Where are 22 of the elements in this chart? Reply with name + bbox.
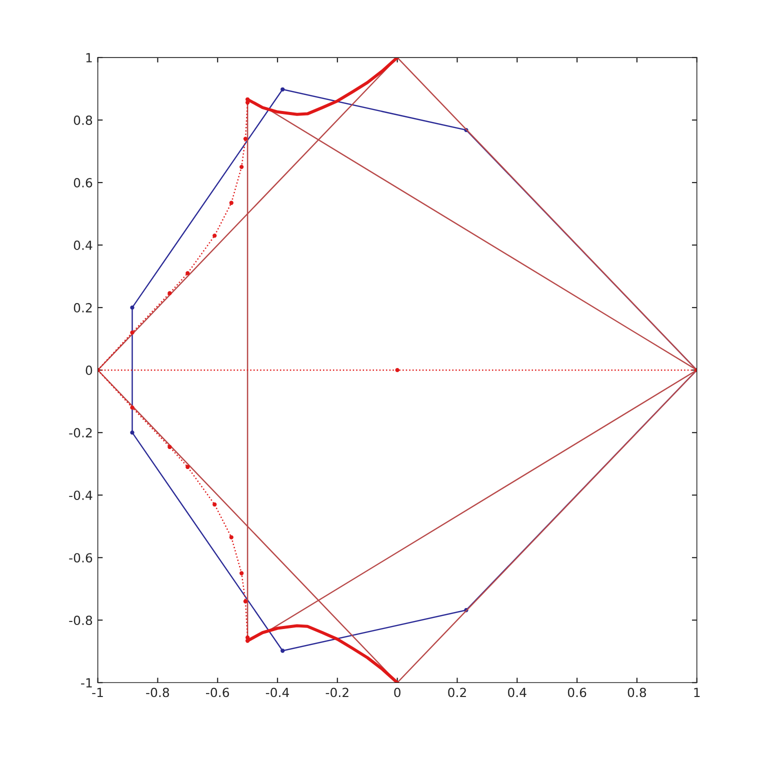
y-tick-label: -0.4 xyxy=(69,490,92,500)
x-tick-label: 1 xyxy=(694,688,700,697)
x-tick-label: 0.6 xyxy=(568,688,586,698)
y-tick-label: 0.8 xyxy=(74,116,92,125)
x-tick-label: -0.6 xyxy=(206,688,230,698)
y-tick-label: -0.6 xyxy=(69,553,92,563)
y-tick-label: 0.6 xyxy=(74,178,92,188)
x-tick-label: -0.4 xyxy=(266,688,289,698)
x-tick-label: -0.2 xyxy=(326,688,348,698)
x-tick-label: 0.4 xyxy=(508,688,526,698)
x-tick-label: -1 xyxy=(92,688,103,697)
x-tick-label: 0.8 xyxy=(628,688,646,698)
x-tick-label: 0 xyxy=(394,688,400,698)
y-tick-label: -0.8 xyxy=(69,616,92,626)
y-tick-label: 0.2 xyxy=(74,303,92,312)
y-tick-label: 0.4 xyxy=(74,240,92,250)
y-tick-label: -0.2 xyxy=(69,428,92,438)
x-tick-label: -0.8 xyxy=(146,688,170,698)
y-tick-label: 1 xyxy=(86,53,92,62)
x-tick-label: 0.2 xyxy=(448,688,466,698)
y-tick-label: 0 xyxy=(86,366,92,376)
y-tick-label: -1 xyxy=(81,678,92,688)
